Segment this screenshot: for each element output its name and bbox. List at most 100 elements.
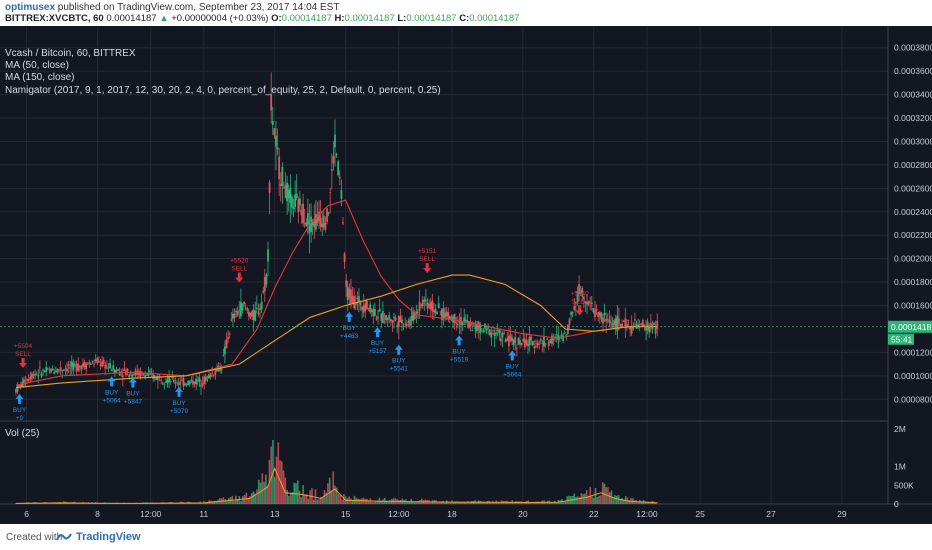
buy-arrow-icon bbox=[394, 344, 403, 355]
candle-body bbox=[152, 374, 155, 379]
volume-bar bbox=[440, 502, 443, 504]
candle-body bbox=[597, 312, 600, 318]
candle-body bbox=[340, 190, 343, 199]
candle-body bbox=[251, 311, 253, 317]
time-tick-label: 22 bbox=[589, 509, 599, 519]
volume-bar bbox=[438, 502, 441, 504]
volume-bar bbox=[289, 493, 292, 504]
candle-body bbox=[238, 310, 241, 312]
volume-bar bbox=[646, 502, 648, 504]
candle-body bbox=[292, 207, 295, 210]
buy-signal-value: +5519 bbox=[450, 356, 469, 363]
legend-ma50[interactable]: MA (50, close) bbox=[5, 60, 69, 71]
volume-bar bbox=[328, 477, 331, 504]
volume-bar bbox=[298, 490, 301, 504]
candle-body bbox=[656, 320, 659, 329]
tradingview-brand-link[interactable]: TradingView bbox=[76, 531, 141, 543]
candle-body bbox=[514, 336, 517, 344]
volume-bar bbox=[415, 502, 418, 504]
candle-body bbox=[568, 319, 571, 325]
legend-title: Vcash / Bitcoin, 60, BITTREX bbox=[5, 48, 136, 59]
buy-signal-label: BUY bbox=[172, 400, 186, 407]
candle-body bbox=[645, 325, 647, 331]
volume-bar bbox=[357, 498, 359, 504]
volume-bar bbox=[286, 489, 288, 504]
candle-body bbox=[239, 302, 242, 317]
candle-body bbox=[220, 369, 223, 371]
volume-bar bbox=[614, 495, 616, 504]
volume-bar bbox=[444, 502, 446, 504]
sell-arrow-icon bbox=[235, 272, 244, 283]
candle-body bbox=[46, 368, 49, 370]
buy-arrow-icon bbox=[508, 350, 517, 361]
volume-bar bbox=[376, 500, 379, 504]
candle-body bbox=[582, 296, 585, 300]
candle-body bbox=[275, 135, 277, 147]
volume-bar bbox=[213, 500, 216, 504]
buy-signal-label: BUY bbox=[371, 340, 385, 347]
candle-body bbox=[262, 290, 265, 293]
candle-body bbox=[391, 320, 394, 323]
candle-body bbox=[268, 182, 271, 193]
candle-body bbox=[482, 330, 485, 333]
candle-body bbox=[62, 370, 65, 372]
volume-bar bbox=[575, 496, 577, 504]
volume-bar bbox=[341, 499, 343, 504]
volume-bar bbox=[465, 502, 467, 504]
sell-signal-value: +5504 bbox=[14, 343, 33, 350]
candle-body bbox=[16, 385, 19, 392]
candle-body bbox=[342, 222, 344, 224]
candle-body bbox=[270, 94, 273, 111]
candle-body bbox=[279, 183, 282, 186]
volume-tick-label: 2M bbox=[894, 424, 906, 434]
candle-body bbox=[369, 304, 371, 312]
volume-bar bbox=[346, 498, 349, 504]
volume-bar bbox=[468, 502, 471, 504]
volume-bar bbox=[261, 473, 264, 504]
candle-body bbox=[517, 338, 520, 345]
candle-body bbox=[51, 368, 54, 371]
author-link[interactable]: optimusex bbox=[5, 2, 56, 13]
candle-body bbox=[271, 120, 274, 126]
candle-body bbox=[402, 326, 405, 327]
candle-body bbox=[38, 367, 41, 369]
volume-bar bbox=[304, 494, 306, 504]
candle-body bbox=[506, 338, 509, 341]
high-value: 0.00014187 bbox=[344, 13, 395, 24]
candle-body bbox=[302, 203, 304, 224]
legend-ma150[interactable]: MA (150, close) bbox=[5, 72, 75, 83]
candle-body bbox=[605, 318, 608, 322]
candle-body bbox=[91, 360, 94, 362]
close-value: 0.00014187 bbox=[469, 13, 520, 24]
candle-body bbox=[147, 373, 150, 377]
candle-body bbox=[552, 338, 555, 340]
candle-body bbox=[23, 379, 25, 385]
volume-bar bbox=[282, 470, 285, 504]
candle-body bbox=[574, 302, 577, 304]
candle-body bbox=[75, 363, 78, 372]
candle-body bbox=[579, 290, 582, 293]
buy-arrow-icon bbox=[128, 377, 137, 388]
volume-bar bbox=[550, 502, 553, 504]
volume-bar bbox=[619, 499, 622, 504]
candle-body bbox=[185, 384, 188, 386]
legend-volume[interactable]: Vol (25) bbox=[5, 428, 40, 439]
candle-body bbox=[163, 384, 166, 386]
buy-arrow-icon bbox=[107, 376, 116, 387]
legend-strategy[interactable]: Namigator (2017, 9, 1, 2017, 12, 30, 20,… bbox=[5, 85, 441, 96]
candle-body bbox=[600, 312, 603, 320]
candle-body bbox=[394, 317, 397, 321]
candle-body bbox=[423, 299, 426, 302]
candle-body bbox=[192, 380, 194, 385]
candle-body bbox=[354, 303, 357, 305]
candle-body bbox=[70, 361, 73, 367]
candle-body bbox=[417, 312, 419, 313]
close-label: C: bbox=[459, 13, 470, 24]
volume-bar bbox=[387, 500, 389, 504]
volume-bar bbox=[380, 501, 382, 504]
candle-body bbox=[93, 363, 96, 365]
